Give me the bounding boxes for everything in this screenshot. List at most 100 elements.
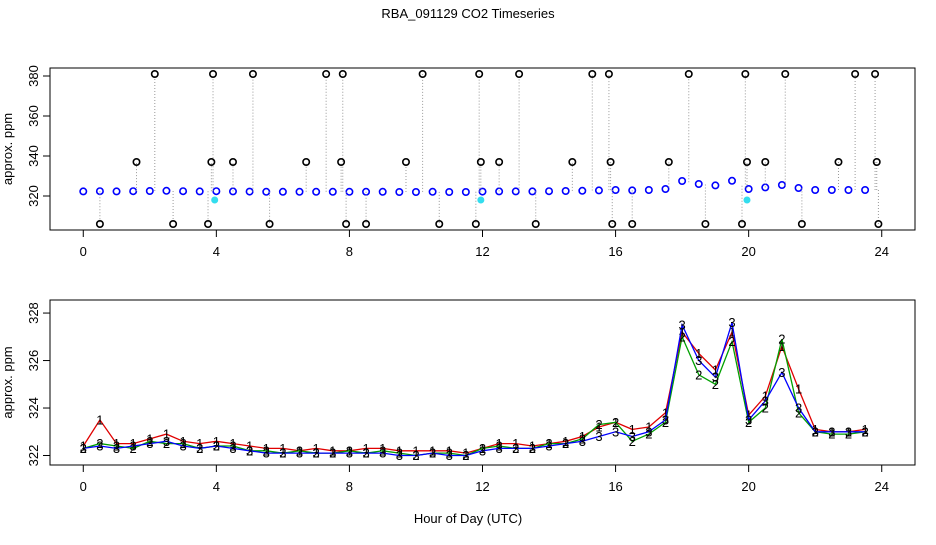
point xyxy=(411,188,420,197)
point-glyph: 3 xyxy=(479,443,486,458)
point xyxy=(228,158,237,167)
point-glyph: 3 xyxy=(80,441,87,456)
point-glyph: 3 xyxy=(396,448,403,463)
point xyxy=(495,158,504,167)
point-glyph: 2 xyxy=(579,431,586,446)
point xyxy=(418,70,427,79)
point-glyph: 2 xyxy=(778,332,785,347)
point xyxy=(476,158,485,167)
point-glyph: 1 xyxy=(778,339,785,354)
y-tick-label: 340 xyxy=(26,145,41,167)
point-glyph: 1 xyxy=(146,431,153,446)
y-tick-label: 380 xyxy=(26,65,41,87)
point-glyph: 3 xyxy=(695,353,702,368)
y-tick-label: 322 xyxy=(26,445,41,467)
point xyxy=(401,158,410,167)
point-glyph: 2 xyxy=(662,415,669,430)
point xyxy=(628,220,637,229)
point xyxy=(811,186,820,195)
point-glyph: 3 xyxy=(861,424,868,439)
point-glyph: 1 xyxy=(496,436,503,451)
point xyxy=(872,158,881,167)
point-glyph: 2 xyxy=(828,427,835,442)
point xyxy=(337,158,346,167)
point xyxy=(338,70,347,79)
point-glyph: 2 xyxy=(113,439,120,454)
point-glyph: 1 xyxy=(362,441,369,456)
point xyxy=(162,186,171,195)
point-glyph: 1 xyxy=(229,436,236,451)
point xyxy=(744,185,753,194)
point xyxy=(322,70,331,79)
point xyxy=(378,187,387,196)
point-glyph: 3 xyxy=(512,441,519,456)
point xyxy=(428,187,437,196)
y-tick-label: 324 xyxy=(26,397,41,419)
point xyxy=(212,187,221,196)
point-glyph: 1 xyxy=(429,443,436,458)
point xyxy=(262,187,271,196)
point-glyph: 2 xyxy=(795,405,802,420)
x-tick-label: 24 xyxy=(874,479,888,494)
point-glyph: 3 xyxy=(812,424,819,439)
point-glyph: 1 xyxy=(246,439,253,454)
point-glyph: 3 xyxy=(579,434,586,449)
point xyxy=(531,220,540,229)
point-glyph: 1 xyxy=(695,346,702,361)
point xyxy=(528,187,537,196)
point-glyph: 2 xyxy=(545,436,552,451)
point xyxy=(694,180,703,189)
point xyxy=(211,196,219,204)
x-tick-label: 12 xyxy=(475,479,489,494)
point-glyph: 1 xyxy=(379,441,386,456)
point xyxy=(851,70,860,79)
point xyxy=(278,187,287,196)
point xyxy=(568,158,577,167)
point xyxy=(312,187,321,196)
point xyxy=(874,220,883,229)
point xyxy=(781,70,790,79)
point-glyph: 2 xyxy=(695,367,702,382)
point xyxy=(179,187,188,196)
point xyxy=(777,181,786,190)
point-glyph: 3 xyxy=(313,446,320,461)
point xyxy=(245,187,254,196)
point xyxy=(79,187,88,196)
point-glyph: 3 xyxy=(412,448,419,463)
point xyxy=(295,187,304,196)
y-axis-label: approx. ppm xyxy=(0,346,15,418)
point-glyph: 3 xyxy=(329,446,336,461)
point-glyph: 2 xyxy=(745,415,752,430)
chart-title: RBA_091129 CO2 Timeseries xyxy=(381,6,555,21)
point-glyph: 3 xyxy=(246,443,253,458)
point-glyph: 3 xyxy=(795,401,802,416)
point-glyph: 1 xyxy=(762,389,769,404)
point xyxy=(150,70,159,79)
point xyxy=(195,187,204,196)
point-glyph: 3 xyxy=(379,446,386,461)
point xyxy=(604,70,613,79)
series-line xyxy=(82,329,866,454)
point xyxy=(794,184,803,193)
point-glyph: 3 xyxy=(279,446,286,461)
point xyxy=(95,220,104,229)
point xyxy=(478,187,487,196)
point-glyph: 3 xyxy=(296,446,303,461)
point-glyph: 3 xyxy=(462,448,469,463)
point xyxy=(204,220,213,229)
point-glyph: 2 xyxy=(96,436,103,451)
point xyxy=(737,220,746,229)
point-glyph: 1 xyxy=(396,443,403,458)
point-glyph: 2 xyxy=(263,443,270,458)
series-line xyxy=(83,322,866,457)
x-tick-label: 8 xyxy=(346,479,353,494)
point xyxy=(395,188,404,197)
point-glyph: 1 xyxy=(812,422,819,437)
point xyxy=(827,186,836,195)
point xyxy=(169,220,178,229)
point xyxy=(594,186,603,195)
point xyxy=(861,186,870,195)
point-glyph: 3 xyxy=(346,446,353,461)
point xyxy=(248,70,257,79)
